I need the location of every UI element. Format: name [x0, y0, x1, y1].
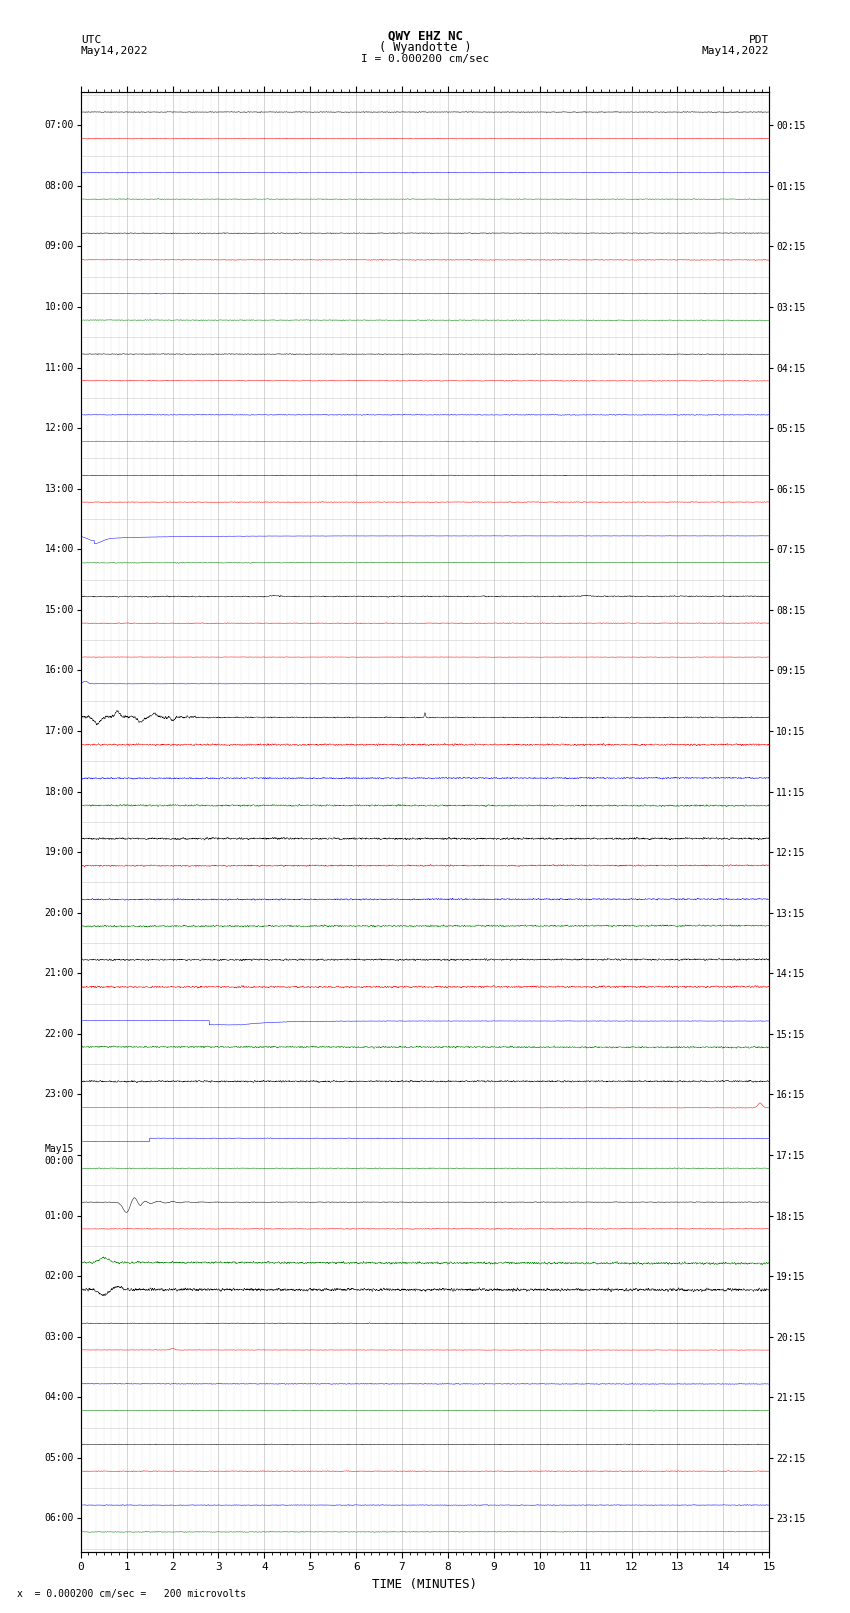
Text: x  = 0.000200 cm/sec =   200 microvolts: x = 0.000200 cm/sec = 200 microvolts	[17, 1589, 246, 1598]
Text: May14,2022: May14,2022	[81, 45, 148, 56]
Text: UTC: UTC	[81, 34, 101, 45]
Text: PDT: PDT	[749, 34, 769, 45]
Text: I = 0.000200 cm/sec: I = 0.000200 cm/sec	[361, 53, 489, 65]
Text: QWY EHZ NC: QWY EHZ NC	[388, 29, 462, 44]
X-axis label: TIME (MINUTES): TIME (MINUTES)	[372, 1578, 478, 1590]
Text: ( Wyandotte ): ( Wyandotte )	[379, 40, 471, 55]
Text: May14,2022: May14,2022	[702, 45, 769, 56]
